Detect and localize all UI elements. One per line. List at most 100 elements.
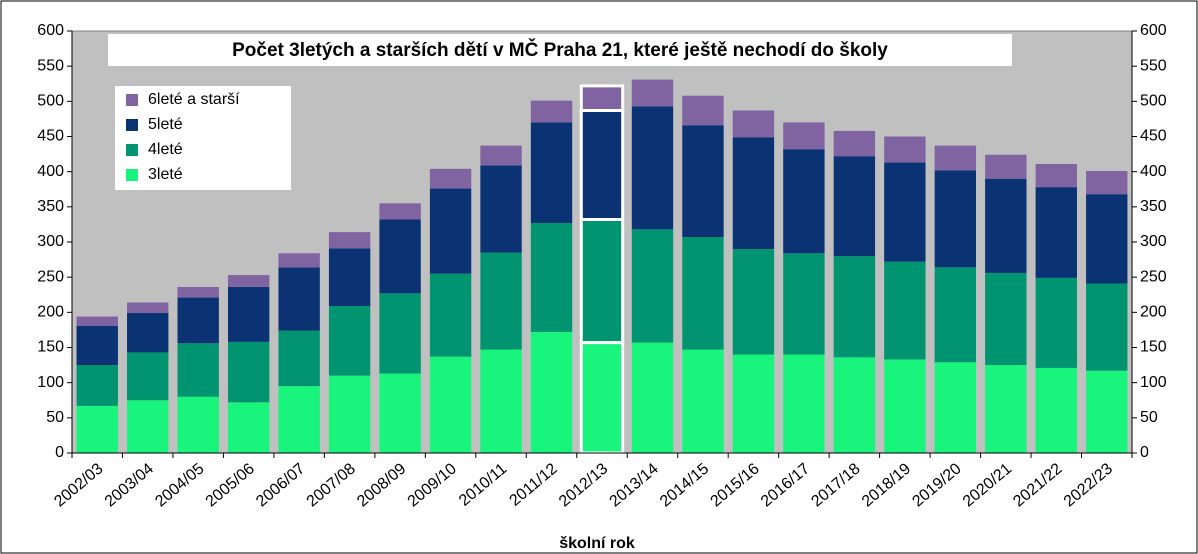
bar-segment <box>1086 170 1128 195</box>
bar-segment <box>783 149 825 254</box>
legend-swatch <box>126 144 138 156</box>
bar-segment <box>278 253 320 268</box>
bar-segment <box>682 95 724 126</box>
legend-label: 6leté a starší <box>148 91 240 108</box>
bar-segment <box>127 302 169 314</box>
bar-segment <box>379 203 421 220</box>
legend-box <box>115 86 291 190</box>
y-tick-label: 100 <box>37 374 64 391</box>
y2-tick-label: 600 <box>1140 22 1167 39</box>
bar-segment <box>884 162 926 262</box>
legend-swatch <box>126 94 138 106</box>
bar-segment <box>631 342 674 453</box>
bar-segment <box>579 341 625 455</box>
y2-tick-label: 100 <box>1140 374 1167 391</box>
bar-segment <box>480 145 522 166</box>
y-tick-label: 550 <box>37 57 64 74</box>
bar-segment <box>934 170 977 268</box>
legend-label: 4leté <box>148 141 183 158</box>
bar-segment <box>579 84 625 112</box>
y2-tick-label: 500 <box>1140 93 1167 110</box>
bar-segment <box>127 400 169 453</box>
bar-segment <box>783 354 825 453</box>
bar-segment <box>127 313 169 353</box>
bar-segment <box>682 125 724 238</box>
bar-segment <box>480 252 522 350</box>
bar-segment <box>631 229 674 343</box>
bar-segment <box>985 178 1027 273</box>
x-axis-label: školní rok <box>559 535 635 552</box>
bar-segment <box>783 253 825 355</box>
bar-segment <box>934 145 977 171</box>
bar-segment <box>682 349 724 453</box>
bar-segment <box>884 261 926 360</box>
bar-segment <box>429 188 472 274</box>
bar-segment <box>328 248 371 307</box>
y-tick-label: 50 <box>46 409 64 426</box>
y-tick-label: 300 <box>37 233 64 250</box>
bar-segment <box>1086 283 1128 371</box>
bar-segment <box>278 330 320 387</box>
bar-segment <box>227 287 270 342</box>
bar-segment <box>177 297 219 344</box>
bar-segment <box>328 306 371 376</box>
bar-segment <box>631 79 674 107</box>
bar-segment <box>985 272 1027 366</box>
bar-segment <box>934 267 977 363</box>
bar-segment <box>682 237 724 350</box>
bar-segment <box>379 219 421 294</box>
bar-segment <box>530 223 573 333</box>
bar-segment <box>177 287 219 298</box>
bar-segment <box>76 405 118 453</box>
y2-tick-label: 300 <box>1140 233 1167 250</box>
legend-swatch <box>126 169 138 181</box>
bar-segment <box>177 396 219 453</box>
y2-tick-label: 50 <box>1140 409 1158 426</box>
y2-tick-label: 450 <box>1140 128 1167 145</box>
bar-segment <box>227 341 270 403</box>
bar-segment <box>530 100 573 123</box>
bar-segment <box>732 110 775 138</box>
y2-tick-label: 400 <box>1140 163 1167 180</box>
chart-title: Počet 3letých a starších dětí v MČ Praha… <box>232 39 888 61</box>
bar-segment <box>76 325 118 366</box>
bar-segment <box>934 362 977 453</box>
bar-segment <box>1086 194 1128 284</box>
bar-segment <box>480 349 522 453</box>
bar-segment <box>1035 277 1077 368</box>
y-tick-label: 250 <box>37 268 64 285</box>
bar-segment <box>1035 367 1077 453</box>
bar-segment <box>833 256 876 358</box>
y-tick-label: 600 <box>37 22 64 39</box>
bar-segment <box>76 365 118 406</box>
legend-swatch <box>126 119 138 131</box>
legend-label: 5leté <box>148 116 183 133</box>
bar-segment <box>1086 370 1128 453</box>
y-tick-label: 150 <box>37 339 64 356</box>
bar-segment <box>833 130 876 157</box>
bar-segment <box>379 373 421 453</box>
y2-tick-label: 200 <box>1140 304 1167 321</box>
bar-segment <box>278 386 320 453</box>
y-tick-label: 200 <box>37 304 64 321</box>
bar-segment <box>429 273 472 357</box>
bar-segment <box>884 136 926 163</box>
bar-segment <box>328 232 371 249</box>
bar-segment <box>732 249 775 355</box>
bar-segment <box>278 267 320 331</box>
bar-segment <box>732 354 775 453</box>
bar-segment <box>884 359 926 453</box>
bar-segment <box>1035 187 1077 278</box>
y2-tick-label: 550 <box>1140 57 1167 74</box>
y2-tick-label: 350 <box>1140 198 1167 215</box>
title-box <box>108 34 1012 66</box>
bar-segment <box>429 356 472 453</box>
y-tick-label: 400 <box>37 163 64 180</box>
y2-tick-label: 250 <box>1140 268 1167 285</box>
bar-segment <box>985 365 1027 453</box>
y2-tick-label: 150 <box>1140 339 1167 356</box>
bar-segment <box>379 293 421 374</box>
bar-segment <box>833 156 876 257</box>
legend-label: 3leté <box>148 166 183 183</box>
